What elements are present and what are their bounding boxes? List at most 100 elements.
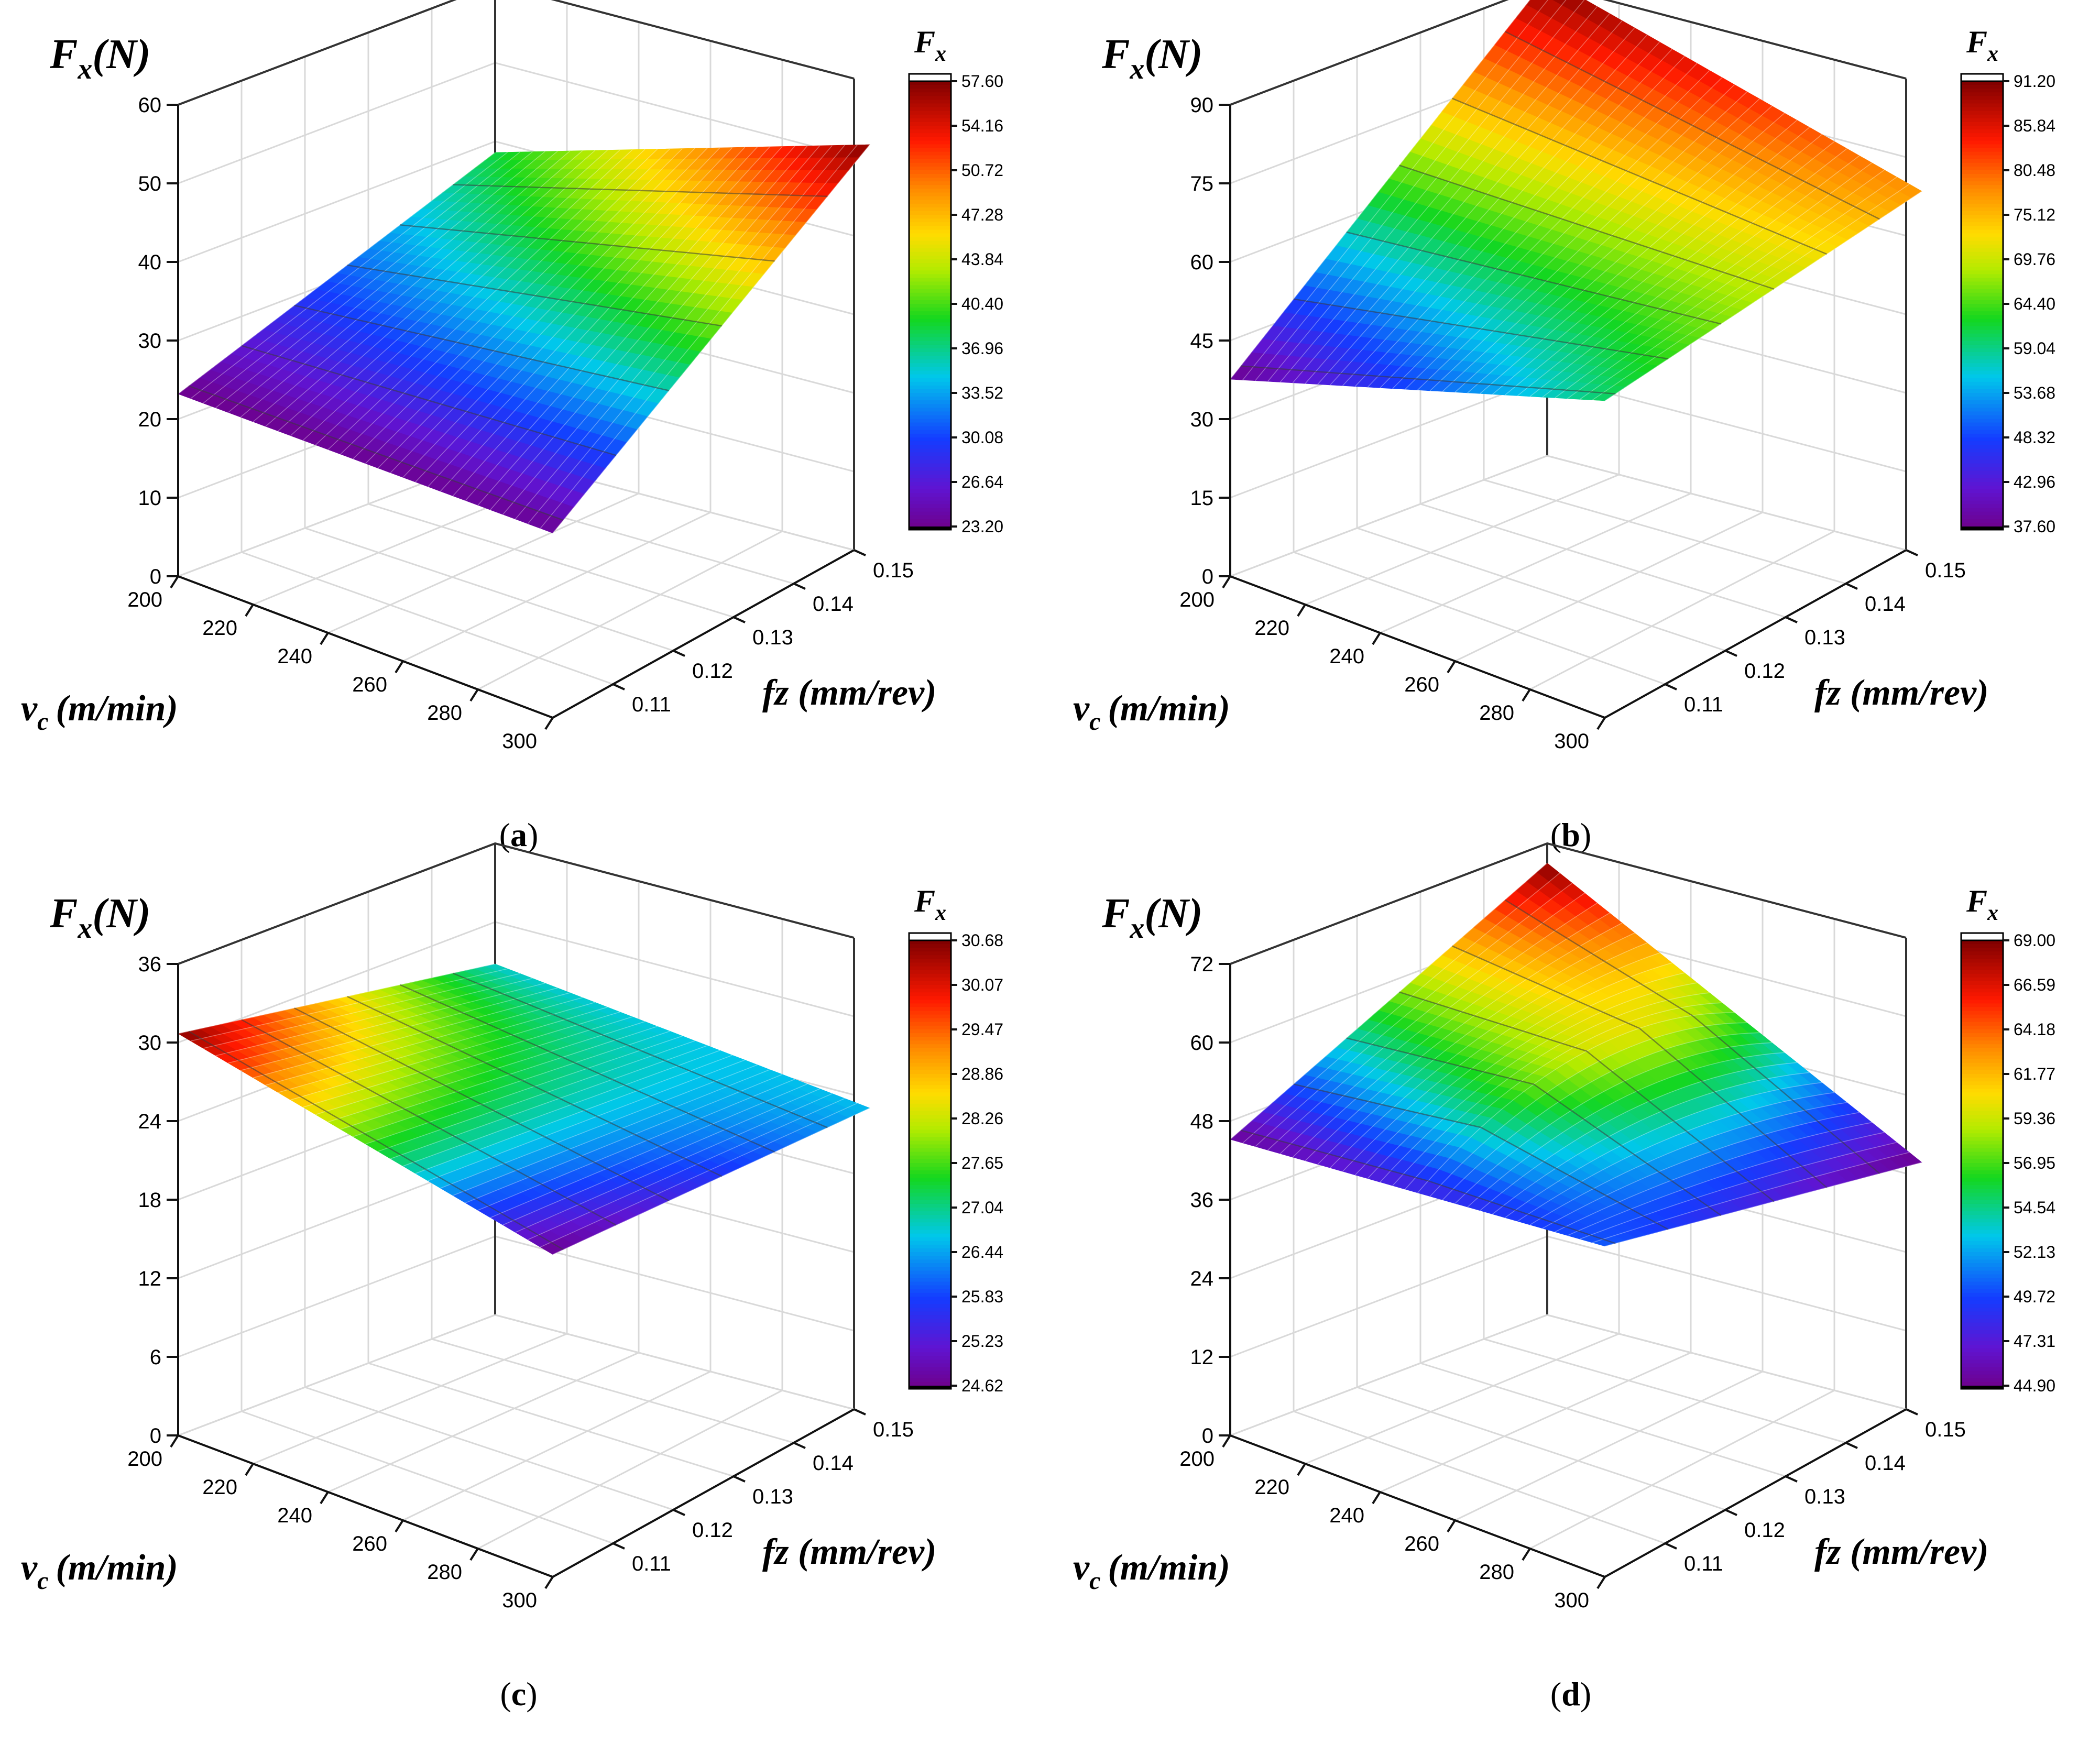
colorbar-swatch [1961,1359,2003,1364]
colorbar-swatch [1961,1081,2003,1086]
z-axis-title-unit: (N) [92,31,150,78]
colorbar-swatch [909,251,951,256]
colorbar-swatch [909,1230,951,1234]
colorbar-swatch [1961,1352,2003,1357]
colorbar-swatch [909,1263,951,1268]
colorbar-swatch [1961,393,2003,398]
surface-mesh-line [465,146,783,501]
colorbar-swatch [909,996,951,1001]
colorbar-swatch [909,1029,951,1034]
vc-tick-label: 280 [1479,1561,1514,1584]
gridline-fz [1420,1362,1786,1477]
colorbar-swatch [909,1222,951,1227]
colorbar-swatch [909,237,951,242]
surface-mesh-line [215,151,533,409]
colorbar-swatch [1961,381,2003,386]
vc-tick-label: 240 [277,1504,312,1527]
surface-contour [1399,164,1775,290]
fz-tick [1785,1475,1798,1483]
vc-axis-title-sub: c [37,708,48,736]
colorbar-cap-bottom [1961,527,2003,530]
colorbar-swatch [909,445,951,449]
colorbar-swatch [1961,989,2003,993]
colorbar-swatch [1961,281,2003,286]
colorbar-swatch [1961,378,2003,382]
z-tick-label: 0 [1202,565,1213,588]
colorbar-label: 66.59 [2014,975,2055,994]
vc-axis-title-main: v [1073,1548,1090,1588]
colorbar-swatch [1961,267,2003,271]
fz-tick [1845,1442,1858,1449]
surface-mesh-line [1429,91,1747,391]
colorbar-swatch [1961,1003,2003,1008]
colorbar-swatch [1961,259,2003,264]
colorbar-swatch [1961,970,2003,974]
colorbar-swatch [909,397,951,401]
colorbar-title: Fx [1966,884,1998,925]
colorbar-swatch [1961,1040,2003,1045]
z-tick-label: 12 [1190,1346,1214,1369]
colorbar-label: 80.48 [2014,161,2055,180]
vc-axis-line [1230,575,1605,719]
colorbar-swatch [909,281,951,286]
vc-tick [245,604,254,617]
colorbar-swatch [1961,322,2003,327]
surface-mesh-line [203,151,521,404]
z-tick-label: 0 [150,565,161,588]
colorbar-swatch [1961,1126,2003,1131]
surface [178,963,870,1255]
z-axis-title-sub: x [1129,53,1144,85]
surface-mesh-line [1392,70,1710,389]
colorbar-swatch [1961,278,2003,282]
gridline-fz [241,1410,614,1544]
colorbar-swatch [909,196,951,201]
colorbar-swatch [909,344,951,349]
colorbar-swatch [909,1129,951,1134]
colorbar-swatch [909,508,951,512]
gridline-vc [477,530,783,690]
colorbar-title-main: F [914,884,935,918]
colorbar-swatch [1961,222,2003,227]
vc-tick-label: 300 [502,1589,537,1612]
colorbar-swatch [909,1037,951,1041]
caption-letter: c [511,1675,526,1713]
colorbar-swatch [1961,489,2003,494]
gridline-fz [304,1386,674,1511]
colorbar-swatch [1961,1114,2003,1119]
colorbar-swatch [1961,948,2003,952]
vc-tick-label: 200 [127,588,162,611]
caption-close: ) [527,816,538,853]
colorbar-swatch [909,274,951,279]
frame-floor-back-left [178,1314,496,1436]
colorbar-swatch [909,385,951,390]
colorbar-swatch [909,296,951,301]
colorbar-swatch [909,1215,951,1220]
z-axis-title: Fx(N) [49,31,150,85]
gridline-fz [1483,479,1846,585]
colorbar-swatch [1961,166,2003,171]
vc-tick [544,717,554,730]
vc-tick-label: 240 [277,645,312,668]
colorbar-swatch [1961,1178,2003,1182]
colorbar-swatch [909,1374,951,1379]
colorbar-swatch [1961,1244,2003,1249]
colorbar-label: 59.04 [2014,339,2055,358]
colorbar-swatch [1961,944,2003,949]
surface-mesh-line [302,149,620,441]
colorbar-swatch [1961,1107,2003,1112]
colorbar-swatch [1961,81,2003,86]
colorbar-swatch [1961,1100,2003,1104]
colorbar-swatch [909,278,951,282]
colorbar-swatch [909,1000,951,1004]
colorbar-swatch [909,486,951,490]
colorbar-title-main: F [1966,25,1987,59]
colorbar-label: 29.47 [961,1020,1003,1039]
colorbar-label: 42.96 [2014,473,2055,491]
colorbar-swatch [1961,1285,2003,1290]
colorbar-swatch [909,144,951,149]
colorbar-swatch [909,1285,951,1290]
colorbar-swatch [1961,1363,2003,1368]
colorbar-swatch [1961,151,2003,156]
colorbar-swatch [909,1203,951,1208]
frame-floor-back-right [1547,455,1907,551]
